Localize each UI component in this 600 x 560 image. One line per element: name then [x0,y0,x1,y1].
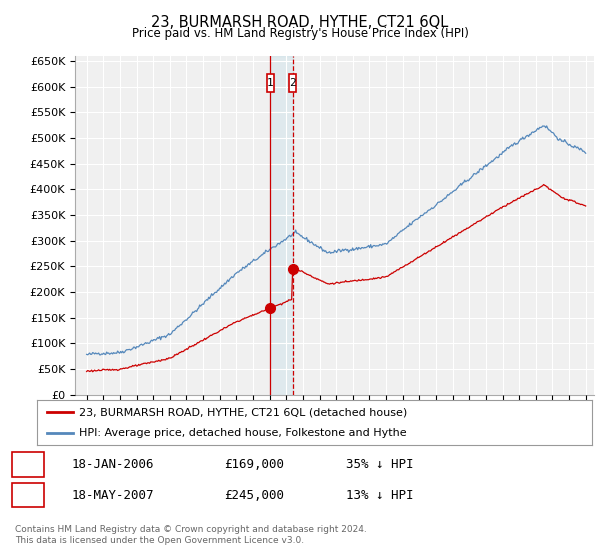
Text: 2: 2 [24,489,31,502]
Bar [12,452,44,477]
Bar [271,56,293,395]
Text: 23, BURMARSH ROAD, HYTHE, CT21 6QL: 23, BURMARSH ROAD, HYTHE, CT21 6QL [151,15,449,30]
Text: HPI: Average price, detached house, Folkestone and Hythe: HPI: Average price, detached house, Folk… [79,428,406,438]
Text: 1: 1 [267,78,274,88]
Bar [12,483,44,507]
Text: £169,000: £169,000 [224,458,284,471]
Text: 13% ↓ HPI: 13% ↓ HPI [346,489,414,502]
Bar [267,74,274,92]
Text: £245,000: £245,000 [224,489,284,502]
Text: 1: 1 [24,458,31,471]
Text: 35% ↓ HPI: 35% ↓ HPI [346,458,414,471]
Text: 18-JAN-2006: 18-JAN-2006 [71,458,154,471]
Text: 23, BURMARSH ROAD, HYTHE, CT21 6QL (detached house): 23, BURMARSH ROAD, HYTHE, CT21 6QL (deta… [79,408,407,418]
Text: 2: 2 [289,78,296,88]
Bar [289,74,296,92]
Text: Price paid vs. HM Land Registry's House Price Index (HPI): Price paid vs. HM Land Registry's House … [131,27,469,40]
Text: Contains HM Land Registry data © Crown copyright and database right 2024.
This d: Contains HM Land Registry data © Crown c… [15,525,367,545]
Text: 18-MAY-2007: 18-MAY-2007 [71,489,154,502]
